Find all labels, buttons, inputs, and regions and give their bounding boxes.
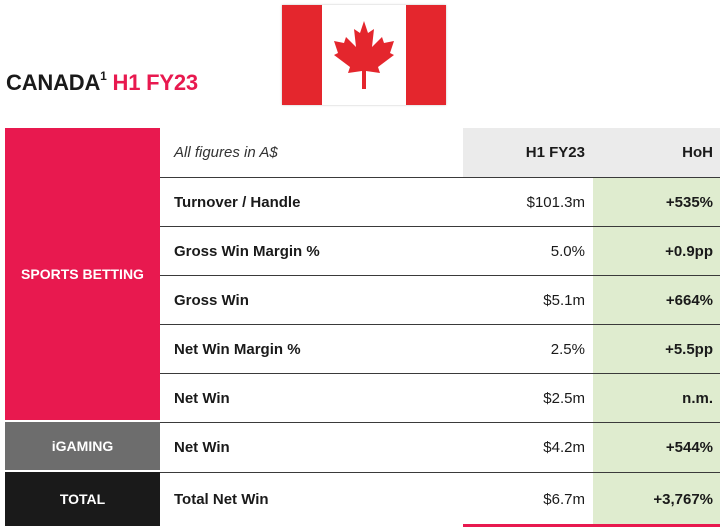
row-change: +535%: [665, 193, 713, 211]
page-title: CANADA1 H1 FY23: [6, 68, 199, 96]
table-row: Total Net Win $6.7m +3,767%: [160, 472, 720, 526]
table-row: Gross Win $5.1m +664%: [160, 275, 720, 324]
hoh-column-highlight: [593, 177, 720, 526]
row-change: +0.9pp: [665, 242, 713, 260]
financial-table: SPORTS BETTING iGAMING TOTAL All figures…: [5, 128, 720, 527]
column-header-h1: H1 FY23: [525, 144, 585, 161]
row-change: +664%: [665, 291, 713, 309]
flag-right-bar: [406, 5, 446, 105]
table-row: Net Win $4.2m +544%: [160, 422, 720, 472]
title-footnote: 1: [100, 68, 107, 83]
row-label: Net Win: [174, 439, 230, 456]
h1-column-header-bg: [463, 128, 593, 177]
row-label: Net Win: [174, 389, 230, 407]
row-label: Gross Win Margin %: [174, 242, 320, 260]
row-change: +544%: [665, 439, 713, 456]
maple-leaf-icon: [334, 21, 394, 89]
title-period: H1 FY23: [112, 70, 199, 95]
flag-left-bar: [282, 5, 322, 105]
segment-sports-betting: SPORTS BETTING: [5, 128, 160, 420]
table-row: Turnover / Handle $101.3m +535%: [160, 177, 720, 226]
row-label: Net Win Margin %: [174, 340, 301, 358]
row-value: $5.1m: [543, 291, 585, 309]
canada-flag: [282, 5, 446, 105]
row-value: $101.3m: [526, 193, 585, 211]
row-change: +3,767%: [653, 491, 713, 508]
table-row: Net Win Margin % 2.5% +5.5pp: [160, 324, 720, 373]
row-change: n.m.: [682, 389, 713, 407]
row-value: $4.2m: [543, 439, 585, 456]
hoh-column-header-bg: [593, 128, 720, 177]
table-row: Net Win $2.5m n.m.: [160, 373, 720, 422]
units-note: All figures in A$: [174, 144, 278, 161]
row-label: Turnover / Handle: [174, 193, 301, 211]
row-label: Gross Win: [174, 291, 249, 309]
title-country: CANADA: [6, 70, 101, 95]
row-value: 2.5%: [550, 340, 585, 358]
row-value: 5.0%: [550, 242, 585, 260]
segment-igaming: iGAMING: [5, 422, 160, 470]
row-change: +5.5pp: [665, 340, 713, 358]
bottom-accent-bar: [463, 524, 720, 527]
segment-total: TOTAL: [5, 472, 160, 526]
row-value: $2.5m: [543, 389, 585, 407]
table-header-row: All figures in A$ H1 FY23 HoH: [160, 128, 720, 177]
row-label: Total Net Win: [174, 491, 269, 508]
table-row: Gross Win Margin % 5.0% +0.9pp: [160, 226, 720, 275]
column-header-hoh: HoH: [682, 144, 713, 161]
row-value: $6.7m: [543, 491, 585, 508]
